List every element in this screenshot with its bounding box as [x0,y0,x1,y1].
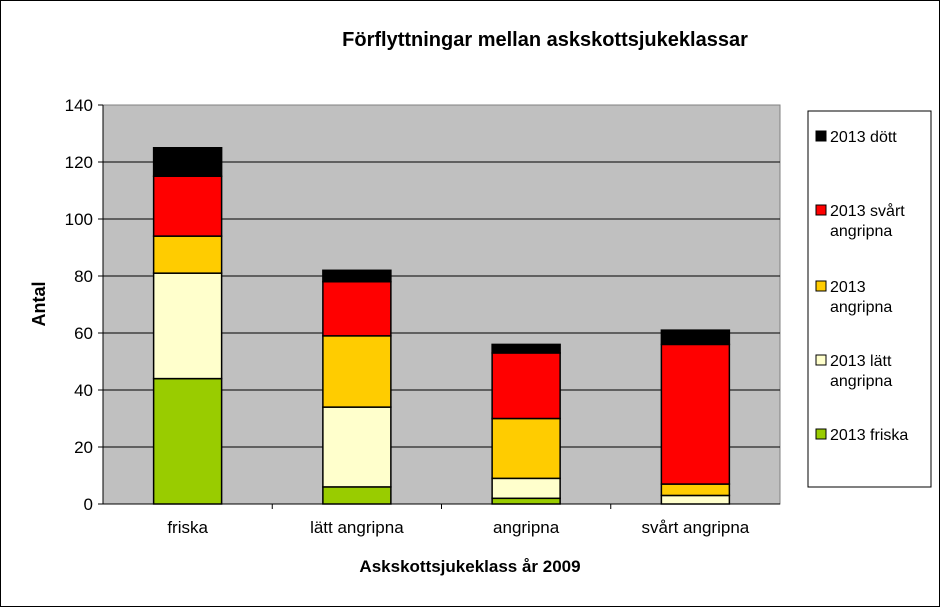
bar-segment [152,377,223,505]
bar-segment [660,329,731,346]
y-axis-label: Antal [29,282,49,327]
x-tick-label: svårt angripna [642,518,750,537]
chart-title: Förflyttningar mellan askskottsjukeklass… [342,29,748,51]
bar-segment [660,494,731,505]
legend-label: 2013 lätt angripna [830,353,892,390]
x-tick-label: friska [167,518,208,537]
bar-segment [660,483,731,497]
y-tick-label: 120 [65,153,93,172]
legend-swatch [815,354,827,366]
x-axis-label: Askskottsjukeklass år 2009 [359,557,580,576]
legend-swatch [815,204,827,216]
bar-segment [152,235,223,274]
bar-segment [152,272,223,380]
bars [152,147,731,505]
x-tick-label: lätt angripna [310,518,404,537]
bar-segment [660,343,731,485]
bar-segment [491,497,561,505]
legend-label: 2013 angripna [830,279,892,316]
legend-swatch [815,280,827,292]
legend: 2013 dött 2013 svårt angripna 2013 angripna 2… [807,110,932,488]
y-tick-label: 100 [65,210,93,229]
legend-label: 2013 dött [830,129,897,146]
y-axis-ticks: 0 20 40 60 80 100 120 140 [65,96,103,514]
legend-label: 2013 svårt angripna [830,202,905,240]
x-axis-ticks: friska lätt angripna angripna svårt angripn… [167,504,750,537]
legend-swatch [815,130,827,142]
bar-segment [491,343,561,354]
y-tick-label: 0 [84,495,93,514]
y-tick-label: 60 [74,324,93,343]
bar-segment [322,406,392,488]
bar-segment [322,335,392,408]
bar-segment [491,477,561,500]
y-tick-label: 80 [74,267,93,286]
y-tick-label: 40 [74,381,93,400]
y-tick-label: 20 [74,438,93,457]
bar-segment [491,352,561,420]
bar-segment [322,269,392,283]
y-tick-label: 140 [65,96,93,115]
bar-segment [152,147,223,177]
x-tick-label: angripna [493,518,560,537]
legend-swatch [815,428,827,440]
bar-segment [491,417,561,480]
bar-segment [322,486,392,505]
bar-segment [322,280,392,337]
bar-segment [152,175,223,237]
legend-box [807,110,932,488]
legend-label: 2013 friska [830,427,908,444]
